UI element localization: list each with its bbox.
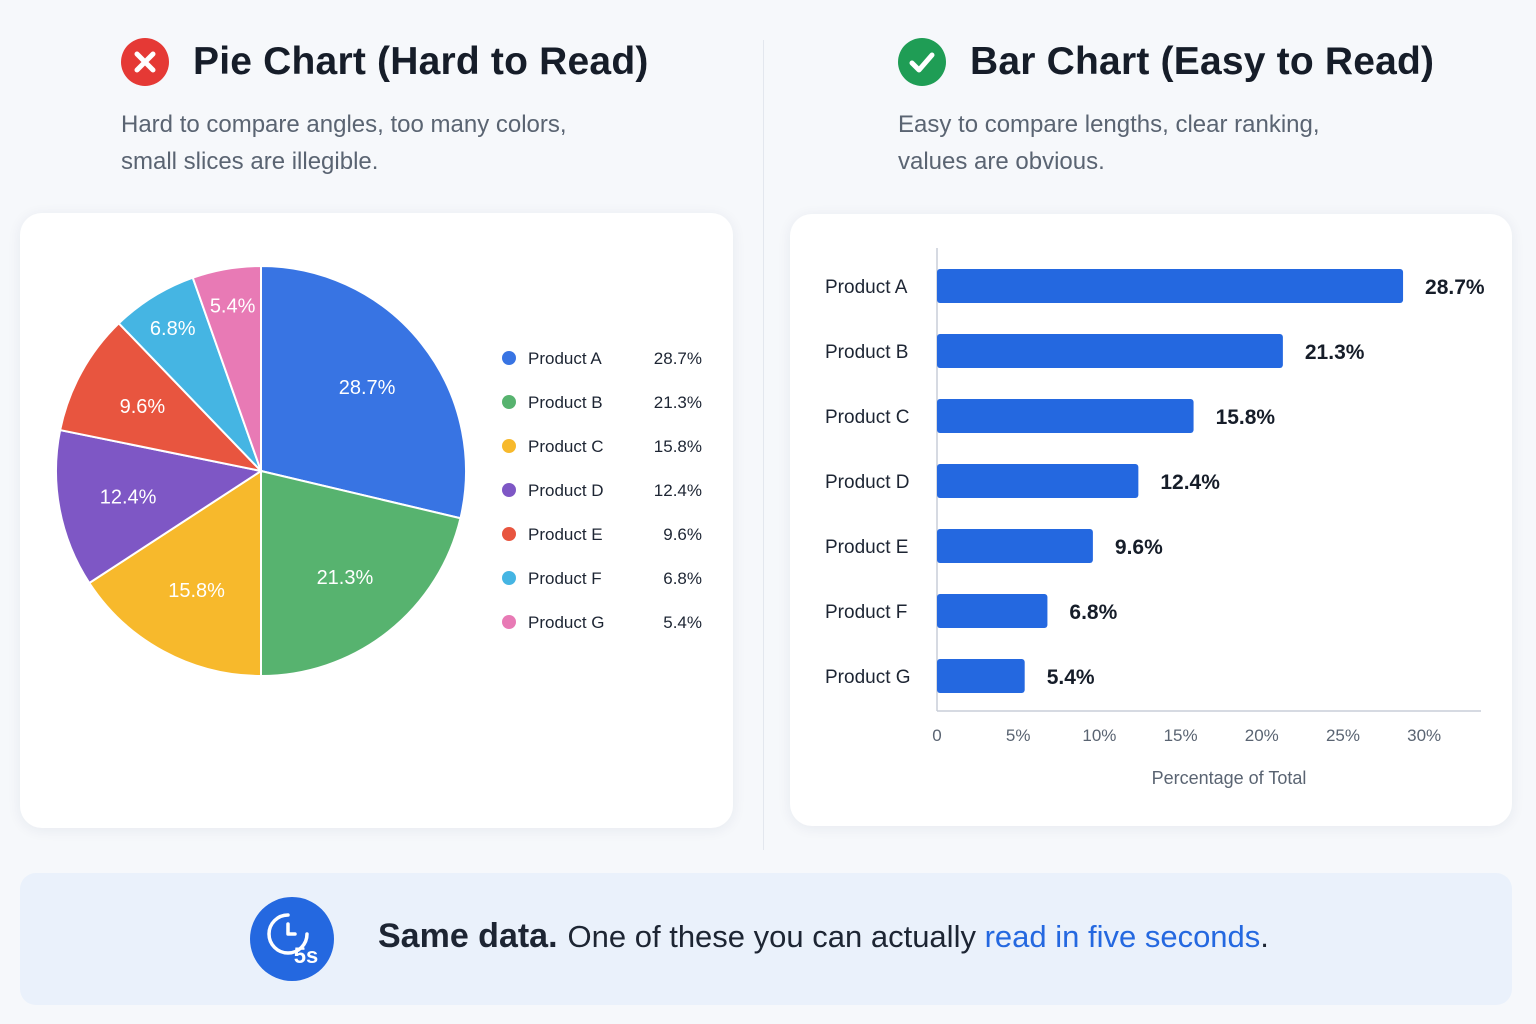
bar-value-label: 28.7% [1425, 276, 1485, 299]
bar-chart: Product A 28.7% Product B 21.3% Product C 15.… [825, 248, 1485, 788]
pie-slice [87, 469, 262, 678]
x-axis-title: Percentage of Total [1152, 768, 1307, 788]
legend-value: 21.3% [654, 393, 702, 412]
legend-value: 12.4% [654, 481, 702, 500]
legend-swatch [502, 527, 516, 541]
pie-title: Pie Chart (Hard to Read) [193, 40, 649, 83]
bar-category-label: Product D [825, 472, 909, 493]
bar-chart-card: Product A 28.7% Product B 21.3% Product C 15.… [790, 214, 1512, 826]
x-tick-label: 0 [932, 726, 941, 745]
legend-value: 6.8% [663, 569, 702, 588]
x-tick-label: 15% [1164, 726, 1198, 745]
bar-subtitle: Easy to compare lengths, clear ranking, … [898, 111, 1320, 175]
pie-subtitle: Hard to compare angles, too many colors,… [121, 111, 567, 175]
x-tick-label: 30% [1407, 726, 1441, 745]
bar-category-label: Product E [825, 537, 908, 558]
pie-slice-label: 21.3% [317, 567, 374, 589]
legend-label: Product B [528, 393, 603, 412]
x-tick-label: 5% [1006, 726, 1031, 745]
bar-value-label: 15.8% [1216, 406, 1276, 429]
footer-end: . [1260, 919, 1269, 954]
pie-slice-label: 12.4% [100, 486, 157, 508]
pie-slice-label: 15.8% [168, 580, 225, 602]
bar [937, 594, 1048, 628]
bar-category-label: Product F [825, 602, 907, 623]
pie-chart: 28.7% 21.3% 15.8% 12.4% 9.6% 6.8% 5.4% Product … [55, 264, 702, 678]
bar-value-label: 12.4% [1160, 471, 1220, 494]
footer-banner: 5s Same data. One of these you can actual… [20, 873, 1512, 1005]
legend-value: 28.7% [654, 349, 702, 368]
legend-label: Product A [528, 349, 602, 368]
pie-slice-label: 9.6% [120, 396, 166, 418]
footer-message: Same data. One of these you can actually … [378, 917, 1269, 956]
bar-category-label: Product A [825, 277, 908, 298]
bar-value-label: 6.8% [1069, 601, 1117, 624]
bar-value-label: 21.3% [1305, 341, 1365, 364]
bar [937, 399, 1194, 433]
bar [937, 269, 1404, 303]
pie-slice [260, 264, 467, 520]
bar [937, 529, 1093, 563]
footer-highlight: read in five seconds [984, 919, 1261, 954]
legend-swatch [502, 395, 516, 409]
x-tick-label: 20% [1245, 726, 1279, 745]
legend-value: 9.6% [663, 525, 702, 544]
bar [937, 659, 1025, 693]
bar-category-label: Product G [825, 667, 911, 688]
legend-swatch [502, 615, 516, 629]
bar-value-label: 9.6% [1115, 536, 1163, 559]
pie-slice-label: 5.4% [210, 295, 256, 317]
legend-value: 15.8% [654, 437, 702, 456]
legend-swatch [502, 439, 516, 453]
legend-label: Product E [528, 525, 603, 544]
pie-slice-label: 28.7% [339, 377, 396, 399]
footer-strong: Same data. [378, 917, 558, 955]
pie-slice [58, 321, 264, 473]
timer-badge-text: 5s [294, 943, 318, 968]
legend-value: 5.4% [663, 613, 702, 632]
legend-label: Product G [528, 613, 605, 632]
bar [937, 334, 1283, 368]
legend-label: Product F [528, 569, 602, 588]
bar [937, 464, 1139, 498]
legend-swatch [502, 483, 516, 497]
x-tick-label: 25% [1326, 726, 1360, 745]
pie-slice-label: 6.8% [150, 318, 196, 340]
pie-chart-card: 28.7% 21.3% 15.8% 12.4% 9.6% 6.8% 5.4% Product … [20, 213, 733, 828]
bar-category-label: Product B [825, 342, 908, 363]
legend-swatch [502, 571, 516, 585]
pie-slice [55, 428, 264, 585]
x-circle-icon [121, 38, 169, 86]
footer-text: One of these you can actually [567, 919, 985, 954]
legend-swatch [502, 351, 516, 365]
bar-category-label: Product C [825, 407, 909, 428]
pie-header: Pie Chart (Hard to Read) Hard to compare… [121, 38, 649, 180]
x-tick-label: 10% [1082, 726, 1116, 745]
legend-label: Product D [528, 481, 604, 500]
legend-label: Product C [528, 437, 604, 456]
check-circle-icon [898, 38, 946, 86]
timer-icon: 5s [250, 897, 334, 981]
bar-title: Bar Chart (Easy to Read) [970, 40, 1435, 83]
pie-slice [191, 264, 262, 472]
pie-slice [260, 469, 462, 678]
column-divider [763, 40, 764, 850]
bar-value-label: 5.4% [1047, 666, 1095, 689]
bar-header: Bar Chart (Easy to Read) Easy to compare… [898, 38, 1434, 180]
